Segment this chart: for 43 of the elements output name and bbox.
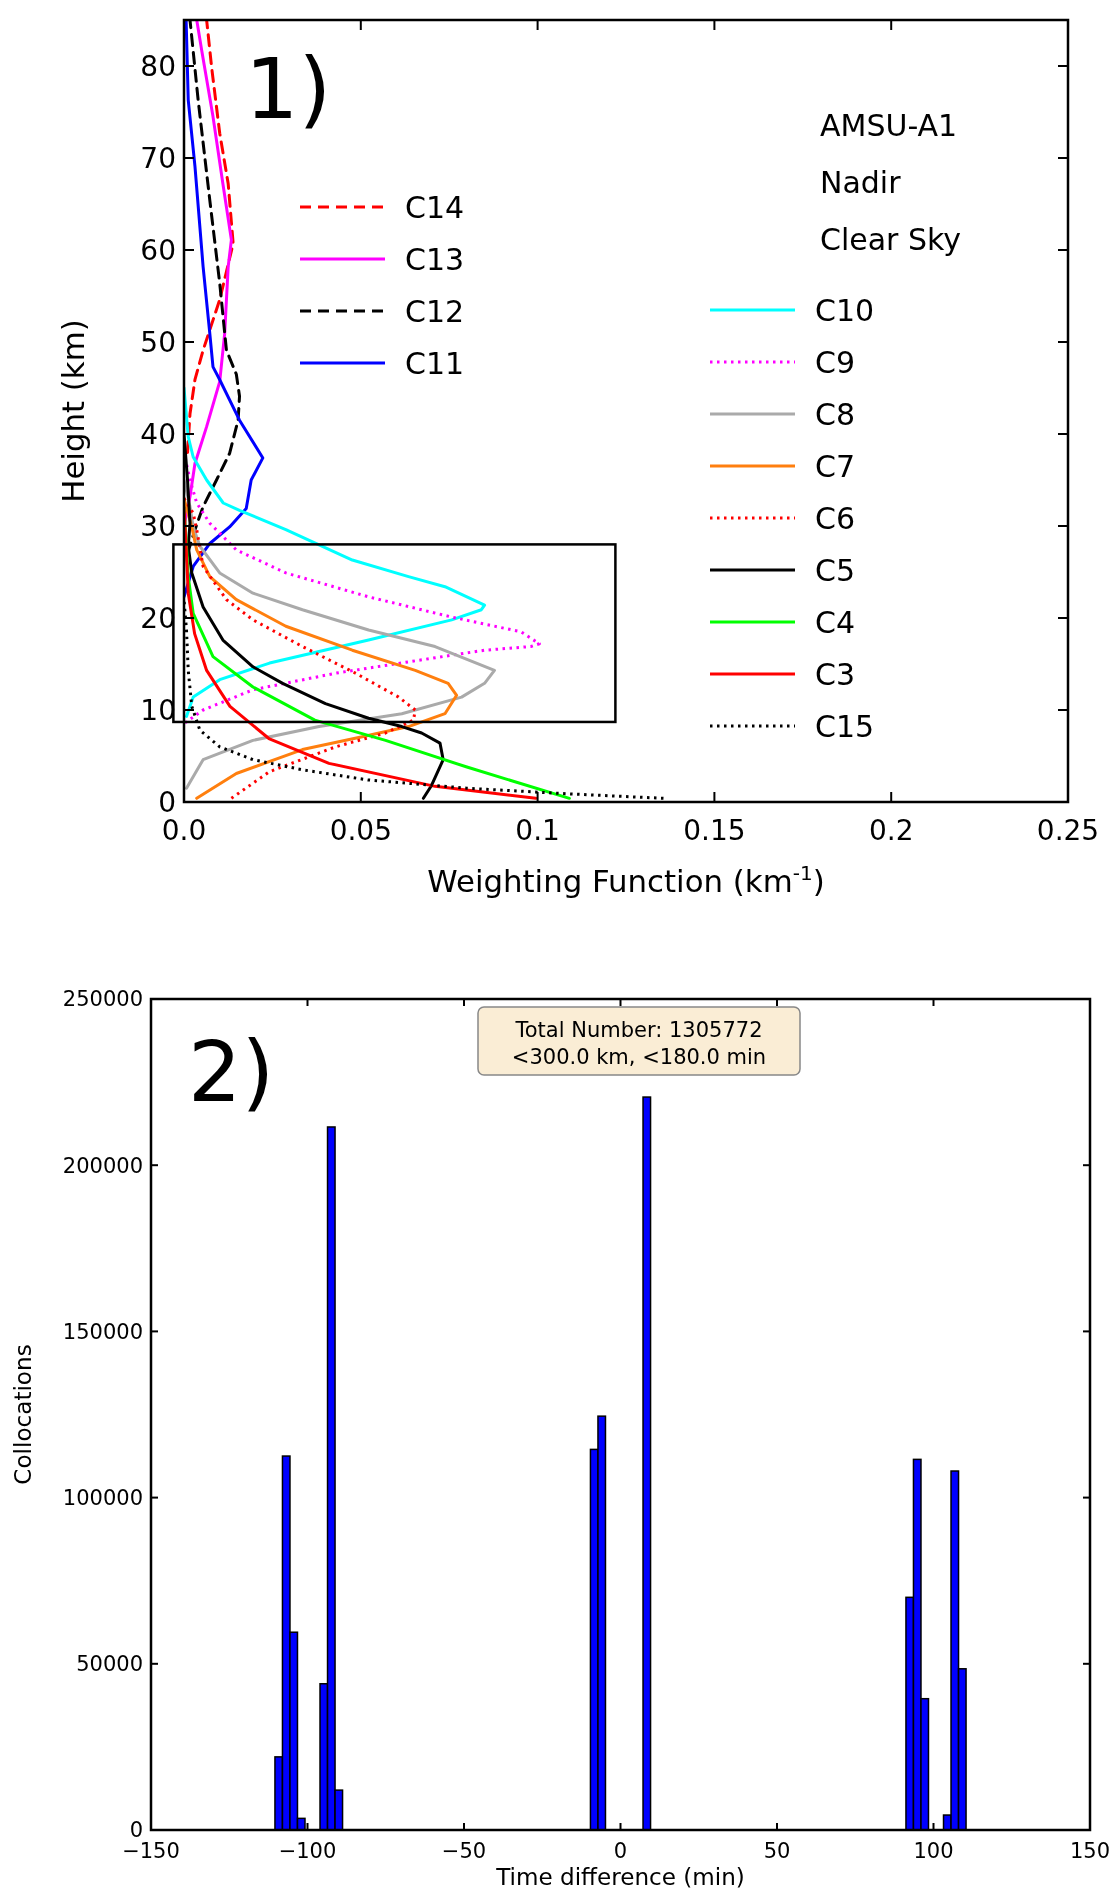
legend-label: C7 [815, 448, 856, 484]
legend-label: C8 [815, 396, 856, 432]
legend-label: C13 [405, 241, 465, 277]
legend-label: C12 [405, 293, 465, 329]
y-tick-label: 50 [140, 325, 176, 359]
legend-label: C3 [815, 656, 856, 692]
y-tick-label: 150000 [62, 1319, 143, 1344]
x-tick-label: 0.1 [515, 813, 560, 847]
x-tick-label: 100 [913, 1839, 954, 1864]
legend-label: C5 [815, 552, 856, 588]
y-tick-label: 70 [140, 141, 176, 175]
x-tick-label: 50 [763, 1839, 791, 1864]
annotation: 2) [188, 1023, 275, 1121]
legend-label: C15 [815, 708, 875, 744]
x-tick-label: 0.05 [329, 813, 392, 847]
legend-label: C10 [815, 292, 875, 328]
y-tick-label: 50000 [76, 1652, 143, 1677]
x-axis-title: Weighting Function (km$^{-1}$) [427, 861, 825, 899]
x-tick-label: 0 [613, 1839, 628, 1864]
annotation: 1) [245, 40, 332, 138]
y-tick-label: 80 [140, 49, 176, 83]
y-tick-label: 250000 [62, 987, 143, 1012]
x-tick-label: 0.2 [868, 813, 914, 847]
y-tick-label: 100000 [62, 1485, 143, 1510]
annotation: Total Number: 1305772 <300.0 km, <180.0 min [511, 1018, 767, 1069]
y-tick-label: 60 [140, 233, 176, 267]
legend-label: C11 [405, 345, 465, 381]
y-tick-label: 40 [140, 417, 176, 451]
x-axis-title: Time difference (min) [495, 1864, 745, 1890]
y-tick-label: 30 [140, 509, 176, 543]
legend-label: C9 [815, 344, 856, 380]
legend-label: C14 [405, 189, 465, 225]
y-tick-label: 200000 [62, 1153, 143, 1178]
y-axis-title: Collocations [10, 1344, 36, 1485]
x-tick-label: 0.15 [683, 813, 746, 847]
y-axis-title: Height (km) [55, 319, 91, 503]
legend-label: C4 [815, 604, 856, 640]
legend-label: C6 [815, 500, 856, 536]
x-tick-label: 150 [1069, 1839, 1110, 1864]
x-tick-label: −50 [441, 1839, 487, 1864]
annotation: AMSU-A1 Nadir Clear Sky [820, 108, 962, 257]
x-tick-label: 0.25 [1036, 813, 1100, 847]
x-tick-label: −100 [278, 1839, 337, 1864]
